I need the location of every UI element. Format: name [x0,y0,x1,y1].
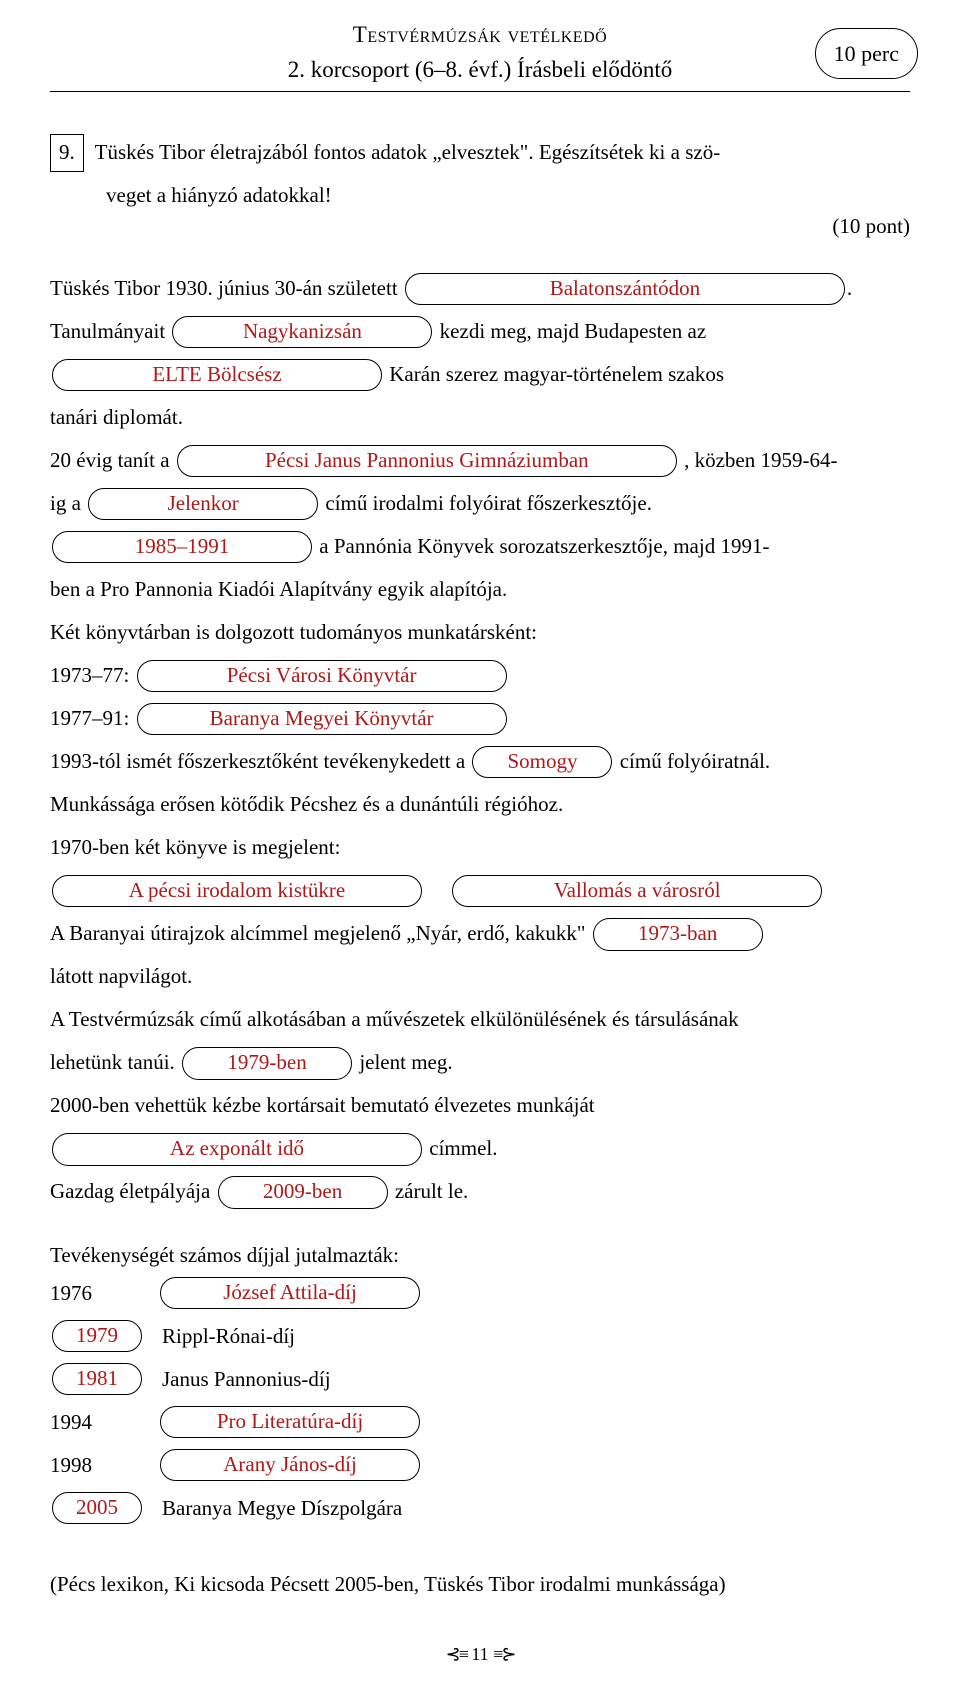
page-number: 11 [471,1644,488,1664]
text: címmel. [429,1136,497,1160]
page-number-wrap: ⊰≡ 11 ≡⊱ [50,1641,910,1668]
text: zárult le. [395,1179,468,1203]
text: 2000-ben vehettük kézbe kortársait bemut… [50,1084,910,1127]
text: ben a Pro Pannonia Kiadói Alapítvány egy… [50,568,910,611]
award-row: 1994 Pro Literatúra-díj [50,1401,910,1443]
text: 20 évig tanít a [50,448,175,472]
answer-book-1[interactable]: A pécsi irodalom kistükre [52,875,422,907]
award-year: 1976 [50,1272,140,1314]
award-year[interactable]: 1981 [52,1363,142,1395]
text: kezdi meg, majd Budapesten az [440,319,707,343]
text: jelent meg. [359,1050,452,1074]
exercise-body: Tüskés Tibor 1930. június 30-án születet… [50,267,910,1214]
text: Karán szerez magyar-történelem szakos [389,362,724,386]
text: ig a [50,491,86,515]
text: A Testvérmúzsák című alkotásában a művés… [50,998,910,1041]
text: lehetünk tanúi. [50,1050,180,1074]
text: 1977–91: [50,706,135,730]
text: A Baranyai útirajzok alcímmel megjelenő … [50,921,591,945]
page-header: Testvérmúzsák vetélkedő 2. korcsoport (6… [50,18,910,92]
text: Két könyvtárban is dolgozott tudományos … [50,611,910,654]
prompt-text-2: veget a hiányzó adatokkal! [50,180,910,212]
text: Tanulmányait [50,319,170,343]
award-row: 1998 Arany János-díj [50,1444,910,1486]
answer-school[interactable]: Pécsi Janus Pannonius Gimnáziumban [177,445,677,477]
text: című folyóiratnál. [620,749,770,773]
text: tanári diplomát. [50,396,910,439]
source-footnote: (Pécs lexikon, Ki kicsoda Pécsett 2005-b… [50,1569,910,1601]
answer-journal[interactable]: Jelenkor [88,488,318,520]
answer-year-nyar[interactable]: 1973-ban [593,918,763,950]
points-label: (10 pont) [50,211,910,243]
answer-library-1[interactable]: Pécsi Városi Könyvtár [137,660,507,692]
awards-heading: Tevékenységét számos díjjal jutalmazták: [50,1240,910,1272]
answer-journal-2[interactable]: Somogy [472,746,612,778]
answer-library-2[interactable]: Baranya Megyei Könyvtár [137,703,507,735]
answer-series-years[interactable]: 1985–1991 [52,531,312,563]
award-name[interactable]: Arany János-díj [160,1449,420,1481]
award-row: 1979 Rippl-Rónai-díj [50,1315,910,1357]
answer-faculty[interactable]: ELTE Bölcsész [52,359,382,391]
award-row: 1976 József Attila-díj [50,1272,910,1314]
text: 1970-ben két könyve is megjelent: [50,826,910,869]
award-row: 2005 Baranya Megye Díszpolgára [50,1487,910,1529]
text: Gazdag életpályája [50,1179,216,1203]
text: 1993-tól ismét főszerkesztőként tevékeny… [50,749,470,773]
award-name[interactable]: József Attila-díj [160,1277,420,1309]
header-subtitle: 2. korcsoport (6–8. évf.) Írásbeli elődö… [50,53,910,88]
award-year[interactable]: 1979 [52,1320,142,1352]
award-year: 1994 [50,1401,140,1443]
award-name: Baranya Megye Díszpolgára [162,1487,402,1529]
text: , közben 1959-64- [684,448,837,472]
header-rule [50,91,910,92]
answer-book-2[interactable]: Vallomás a városról [452,875,822,907]
text: Tüskés Tibor 1930. június 30-án születet… [50,276,403,300]
ornament-left-icon: ⊰≡ [446,1644,467,1664]
award-name: Rippl-Rónai-díj [162,1315,295,1357]
ornament-right-icon: ≡⊱ [493,1644,514,1664]
text: című irodalmi folyóirat főszerkesztője. [325,491,652,515]
text: a Pannónia Könyvek sorozatszerkesztője, … [319,534,769,558]
award-year: 1998 [50,1444,140,1486]
award-name[interactable]: Pro Literatúra-díj [160,1406,420,1438]
award-name: Janus Pannonius-díj [162,1358,331,1400]
header-title: Testvérmúzsák vetélkedő [50,18,910,53]
question-number: 9. [50,134,84,172]
awards-section: Tevékenységét számos díjjal jutalmazták:… [50,1240,910,1530]
answer-year-testvermuzsak[interactable]: 1979-ben [182,1047,352,1079]
text: Munkássága erősen kötődik Pécshez és a d… [50,783,910,826]
answer-study-city[interactable]: Nagykanizsán [172,316,432,348]
question-prompt: 9. Tüskés Tibor életrajzából fontos adat… [50,134,910,172]
text: 1973–77: [50,663,135,687]
prompt-text-1: Tüskés Tibor életrajzából fontos adatok … [95,140,721,164]
text: látott napvilágot. [50,955,910,998]
answer-birthplace[interactable]: Balatonszántódon [405,273,845,305]
text: . [847,276,852,300]
time-badge: 10 perc [815,28,918,79]
answer-book-3[interactable]: Az exponált idő [52,1133,422,1165]
award-year[interactable]: 2005 [52,1492,142,1524]
award-row: 1981 Janus Pannonius-díj [50,1358,910,1400]
answer-death-year[interactable]: 2009-ben [218,1176,388,1208]
